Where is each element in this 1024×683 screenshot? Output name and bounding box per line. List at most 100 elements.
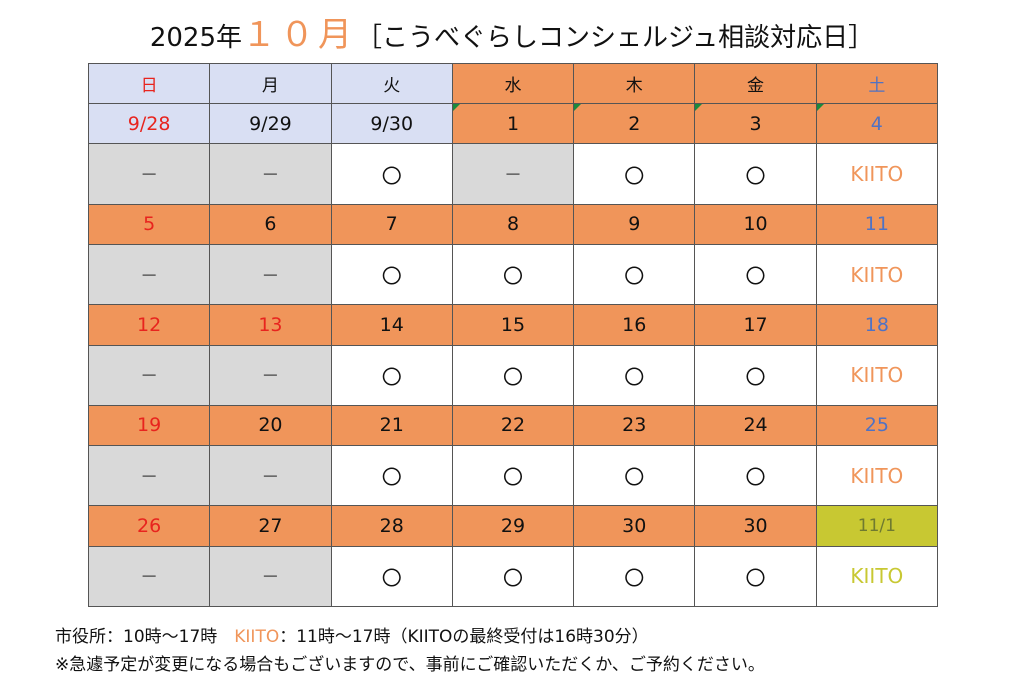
- date-cell: 30: [694, 505, 817, 547]
- date-cell: 11: [815, 203, 939, 245]
- availability-cell-kiito: KIITO: [815, 445, 939, 507]
- availability-cell: －: [209, 445, 332, 507]
- availability-cell: 〇: [694, 143, 817, 205]
- availability-cell: 〇: [451, 344, 575, 406]
- availability-cell-kiito: KIITO: [815, 143, 939, 205]
- date-cell: 19: [87, 404, 211, 447]
- availability-row-week1: － － 〇 － 〇 〇 KIITO: [87, 143, 939, 205]
- cell-flag-icon: [574, 104, 582, 112]
- availability-cell: 〇: [451, 445, 575, 507]
- weekday-monday: 月: [209, 62, 332, 105]
- availability-cell: 〇: [573, 545, 696, 608]
- page-title: 2025年１０月［こうべぐらしコンシェルジュ相談対応日］: [0, 10, 1024, 63]
- availability-cell-kiito: KIITO: [815, 243, 939, 306]
- footer-notice: ※急遽予定が変更になる場合もございますので、事前にご確認いただくか、ご予約くださ…: [55, 655, 765, 675]
- availability-cell: －: [87, 344, 211, 406]
- availability-row-week4: － － 〇 〇 〇 〇 KIITO: [87, 445, 939, 507]
- availability-cell-kiito: KIITO: [815, 545, 939, 608]
- date-cell: 3: [694, 103, 817, 145]
- date-cell: 29: [451, 505, 575, 547]
- availability-cell: 〇: [694, 445, 817, 507]
- date-cell: 25: [815, 404, 939, 447]
- date-cell: 9/29: [209, 103, 332, 145]
- availability-cell: 〇: [694, 545, 817, 608]
- availability-cell: －: [87, 243, 211, 306]
- cell-flag-icon: [695, 104, 703, 112]
- availability-cell: －: [451, 143, 575, 205]
- date-cell: 22: [451, 404, 575, 447]
- date-cell: 9: [573, 203, 696, 245]
- availability-cell: －: [87, 545, 211, 608]
- footer-kiito-label: KIITO: [234, 627, 280, 647]
- availability-cell: 〇: [451, 545, 575, 608]
- availability-cell: 〇: [573, 243, 696, 306]
- footer-city-hall-hours: 市役所：10時～17時: [55, 627, 235, 647]
- title-year: 2025年: [149, 23, 242, 53]
- cell-flag-icon: [816, 104, 824, 112]
- date-cell: 16: [573, 304, 696, 346]
- date-label: 1: [506, 112, 520, 135]
- date-cell: 6: [209, 203, 332, 245]
- date-cell: 1: [451, 103, 575, 145]
- availability-cell: －: [87, 143, 211, 205]
- footer-kiito-hours: ：11時～17時（KIITOの最終受付は16時30分）: [279, 627, 649, 647]
- date-cell: 5: [87, 203, 211, 245]
- availability-cell: 〇: [330, 445, 453, 507]
- date-cell: 4: [815, 103, 939, 145]
- availability-row-week3: － － 〇 〇 〇 〇 KIITO: [87, 344, 939, 406]
- date-cell: 18: [815, 304, 939, 346]
- weekday-sunday: 日: [87, 62, 211, 105]
- date-cell: 21: [330, 404, 453, 447]
- date-label: 3: [749, 112, 762, 135]
- date-row-week4: 19 20 21 22 23 24 25: [87, 404, 939, 447]
- date-cell: 8: [451, 203, 575, 245]
- date-cell: 9/28: [87, 103, 211, 145]
- weekday-friday: 金: [694, 62, 817, 105]
- date-cell: 9/30: [330, 103, 453, 145]
- date-cell: 10: [694, 203, 817, 245]
- weekday-tuesday: 火: [330, 62, 453, 105]
- availability-row-week2: － － 〇 〇 〇 〇 KIITO: [87, 243, 939, 306]
- footer-hours: 市役所：10時～17時 KIITO：11時～17時（KIITOの最終受付は16時…: [55, 622, 649, 647]
- date-cell: 30: [573, 505, 696, 547]
- title-subtitle: ［こうべぐらしコンシェルジュ相談対応日］: [355, 23, 875, 53]
- weekday-thursday: 木: [573, 62, 696, 105]
- availability-cell: 〇: [573, 445, 696, 507]
- date-cell: 23: [573, 404, 696, 447]
- availability-cell: 〇: [330, 344, 453, 406]
- availability-cell: 〇: [451, 243, 575, 306]
- availability-cell: 〇: [694, 344, 817, 406]
- title-month: １０月: [241, 15, 356, 55]
- date-cell: 24: [694, 404, 817, 447]
- availability-cell: 〇: [330, 545, 453, 608]
- weekday-saturday: 土: [815, 62, 939, 105]
- availability-cell: 〇: [330, 243, 453, 306]
- availability-cell: 〇: [694, 243, 817, 306]
- date-cell: 15: [451, 304, 575, 346]
- date-row-week5: 26 27 28 29 30 30 11/1: [87, 505, 939, 547]
- availability-cell-kiito: KIITO: [815, 344, 939, 406]
- availability-cell: －: [209, 344, 332, 406]
- availability-cell: 〇: [330, 143, 453, 205]
- date-cell: 14: [330, 304, 453, 346]
- availability-cell: －: [209, 545, 332, 608]
- date-label: 2: [628, 112, 641, 135]
- date-cell: 20: [209, 404, 332, 447]
- availability-cell: 〇: [573, 143, 696, 205]
- date-row-week2: 5 6 7 8 9 10 11: [87, 203, 939, 245]
- date-row-week3: 12 13 14 15 16 17 18: [87, 304, 939, 346]
- cell-flag-icon: [452, 104, 460, 112]
- availability-cell: －: [87, 445, 211, 507]
- date-cell: 26: [87, 505, 211, 547]
- date-cell: 12: [87, 304, 211, 346]
- date-cell: 27: [209, 505, 332, 547]
- date-cell: 13: [209, 304, 332, 346]
- date-row-week1: 9/28 9/29 9/30 1 2 3 4: [87, 103, 939, 145]
- weekday-wednesday: 水: [451, 62, 575, 105]
- date-cell: 2: [573, 103, 696, 145]
- date-cell: 28: [330, 505, 453, 547]
- consultation-calendar: 日 月 火 水 木 金 土 9/28 9/29 9/30 1 2 3 4 － －…: [87, 62, 939, 608]
- date-cell: 7: [330, 203, 453, 245]
- date-cell: 11/1: [815, 505, 939, 547]
- availability-row-week5: － － 〇 〇 〇 〇 KIITO: [87, 545, 939, 608]
